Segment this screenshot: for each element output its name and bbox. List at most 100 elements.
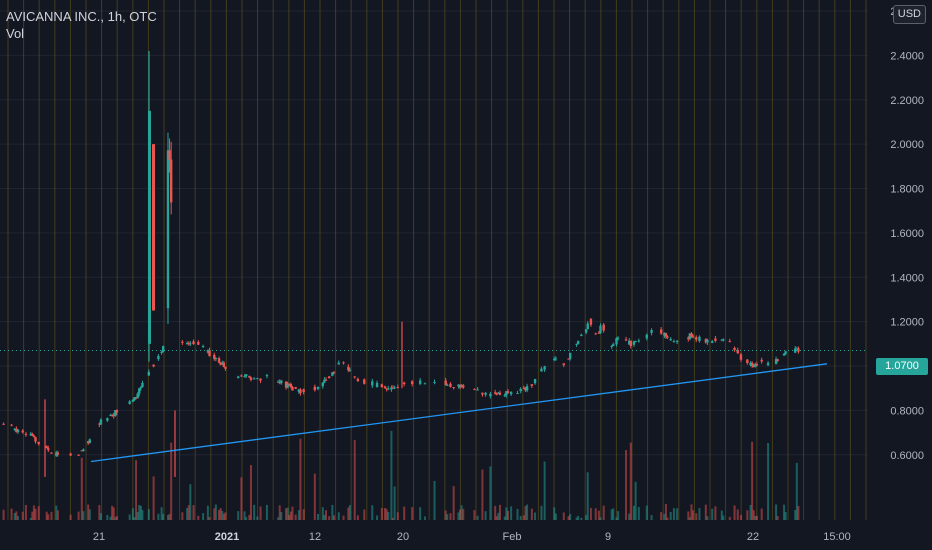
candle-body (380, 384, 384, 388)
volume-bar (610, 509, 613, 520)
volume-bar (157, 513, 160, 520)
volume-bar (219, 508, 222, 520)
candle-body (489, 393, 492, 397)
volume-bar (403, 506, 406, 520)
volume-bar (794, 509, 797, 520)
volume-bar (286, 507, 289, 520)
volume-bar (47, 514, 50, 520)
volume-bar (534, 512, 537, 520)
volume-bar (660, 512, 663, 520)
volume-bar (192, 505, 195, 520)
y-tick-label: 0.8000 (890, 405, 924, 417)
candle-body (637, 340, 641, 342)
volume-bar (24, 505, 27, 520)
volume-bar (553, 507, 556, 520)
volume-bar (55, 505, 58, 520)
candle-body (256, 378, 259, 380)
volume-bar (87, 504, 90, 520)
volume-bar (16, 516, 19, 520)
candle-body (109, 414, 112, 416)
candle-body (568, 352, 572, 359)
volume-bar (390, 430, 393, 520)
candle-body (736, 349, 739, 354)
candle-body (452, 387, 455, 389)
volume-bar (328, 516, 331, 520)
volume-bar (128, 514, 131, 520)
candle-body (543, 366, 546, 370)
candle-body (131, 399, 135, 402)
candle-body (457, 384, 460, 387)
symbol-title[interactable]: AVICANNA INC., 1h, OTC (6, 9, 157, 24)
volume-bar (577, 515, 580, 520)
candle-body (316, 386, 320, 389)
candle-body (284, 381, 288, 388)
volume-bar (481, 469, 484, 520)
volume-bar (280, 512, 283, 520)
volume-bar (112, 507, 115, 520)
candle-body (754, 364, 757, 368)
volume-bar (224, 512, 227, 520)
candle-body (337, 362, 340, 365)
volume-bar (695, 513, 698, 520)
candles (2, 50, 800, 477)
volume-bar (187, 505, 190, 520)
volume-bar (452, 486, 455, 520)
currency-button[interactable]: USD (892, 5, 926, 24)
candle-body (181, 341, 184, 343)
volume-bar (10, 508, 13, 520)
candle-body (166, 150, 170, 309)
volume-bar (393, 486, 396, 520)
volume-bar (669, 512, 672, 520)
candle-body (402, 382, 406, 385)
candle-body (248, 376, 251, 378)
volume-bar (99, 513, 102, 520)
candle-body (739, 354, 743, 360)
volume-bar (585, 514, 588, 520)
trendline-group (90, 363, 828, 463)
volume-bar (751, 441, 754, 520)
candle-body (302, 389, 305, 393)
volume-bar (13, 513, 16, 520)
candle-body (714, 338, 717, 341)
candle-body (356, 378, 360, 382)
volume-bar (714, 506, 717, 520)
volume-bar (530, 508, 533, 520)
grid-lines (0, 10, 868, 456)
volume-bar (37, 506, 40, 520)
volume-bar (690, 504, 693, 520)
volume-bar (783, 504, 786, 520)
volume-bar (462, 508, 465, 520)
volume-bar (245, 517, 248, 520)
volume-bar (704, 504, 707, 520)
candle-body (446, 384, 449, 386)
candle-body (540, 368, 543, 372)
candle-body (675, 340, 679, 342)
volume-bar (249, 464, 252, 520)
volume-bar (505, 507, 508, 520)
volume-bar (449, 513, 452, 520)
candle-body (390, 387, 393, 390)
spike-body (148, 110, 151, 344)
volume-bar (617, 511, 620, 520)
candle-body (645, 334, 648, 339)
volume-bar (392, 517, 395, 520)
candle-body (733, 347, 736, 351)
volume-bar (629, 442, 632, 520)
candle-body (755, 364, 759, 366)
volume-bar (746, 510, 749, 520)
volume-bar (540, 505, 543, 520)
volume-bar (111, 505, 114, 520)
volume-bar (332, 515, 335, 520)
candle-body (331, 372, 334, 376)
candle-body (21, 430, 24, 433)
candle-body (650, 330, 653, 333)
candle-body (208, 350, 211, 357)
volume-indicator-label[interactable]: Vol (6, 26, 25, 41)
candle-body (794, 348, 797, 353)
candle-body (50, 452, 53, 454)
candle-body (396, 386, 400, 388)
volume-bar (524, 506, 527, 520)
volume-bar (29, 517, 32, 520)
